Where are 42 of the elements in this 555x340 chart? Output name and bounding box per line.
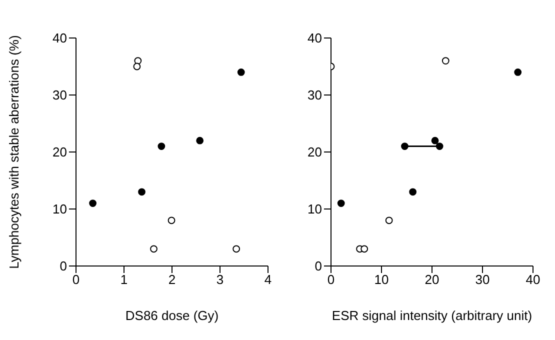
x-tick-label: 20 [424,272,440,288]
x-tick-label: 4 [264,272,272,288]
point [168,216,176,224]
y-tick-label: 20 [52,144,67,160]
x-axis-title: ESR signal intensity (arbitrary unit) [332,308,532,323]
point [360,245,368,253]
point [89,200,96,207]
point [232,245,240,253]
y-tick-label: 30 [52,88,67,103]
point [337,200,345,207]
x-tick-label: 10 [374,272,389,288]
x-tick-label: 2 [168,272,176,288]
point [138,188,146,196]
y-tick-label: 0 [60,258,67,274]
x-tick-label: 0 [327,272,335,288]
y-tick-label: 10 [308,202,322,217]
point [409,188,417,196]
x-tick-label: 40 [526,272,540,288]
point [431,136,439,144]
point [133,62,141,70]
x-tick-label: 1 [120,272,128,288]
y-axis-title: Lymphocytes with stable aberrations (%) [6,35,22,269]
point [436,142,444,150]
x-axis-title: DS86 dose (Gy) [125,308,219,323]
point [401,142,408,150]
point [514,68,522,76]
y-tick-label: 0 [314,258,322,274]
x-tick-label: 0 [72,272,80,288]
y-tick-label: 10 [52,202,67,217]
x-tick-label: 30 [475,272,490,288]
x-tick-label: 3 [216,272,224,288]
point [150,245,158,253]
point [158,142,166,150]
point [196,136,204,144]
point [385,216,393,224]
point [134,57,142,64]
y-tick-label: 40 [52,30,67,46]
y-tick-label: 20 [308,144,322,160]
y-tick-label: 30 [308,88,322,103]
point [442,57,450,64]
y-tick-label: 40 [308,30,322,46]
point [237,68,245,76]
